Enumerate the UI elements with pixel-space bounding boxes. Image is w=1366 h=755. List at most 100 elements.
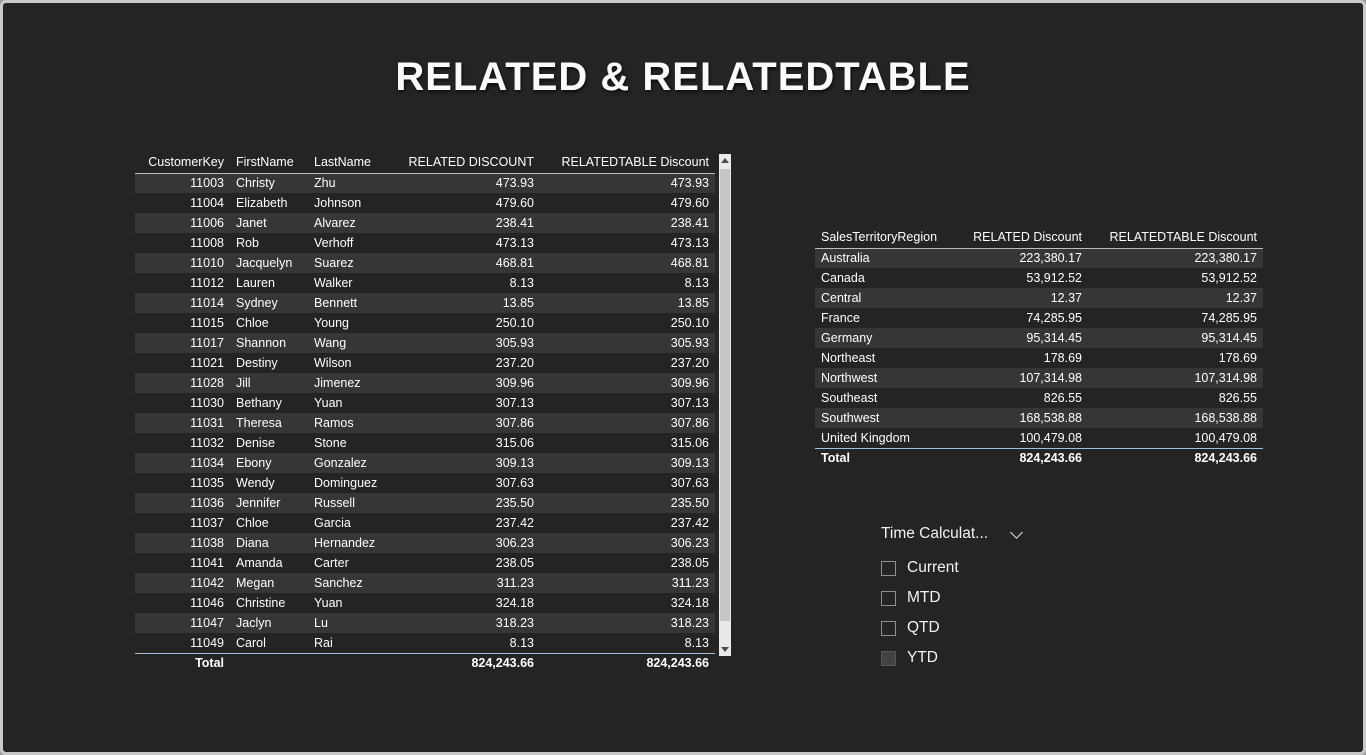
column-header[interactable]: CustomerKey — [135, 150, 230, 174]
table-cell: 74,285.95 — [1026, 311, 1082, 325]
table-row[interactable]: 11006 Janet Alvarez 238.41 238.41 — [135, 213, 715, 233]
table-cell: Suarez — [314, 256, 354, 270]
table-cell: 318.23 — [670, 616, 709, 630]
table-cell: 178.69 — [1043, 351, 1082, 365]
slicer-option-qtd[interactable]: QTD — [881, 613, 1101, 643]
table-row[interactable]: 11047 Jaclyn Lu 318.23 318.23 — [135, 613, 715, 633]
table-cell: 11028 — [190, 376, 224, 390]
table-row[interactable]: 11042 Megan Sanchez 311.23 311.23 — [135, 573, 715, 593]
table-row[interactable]: Southeast 826.55 826.55 — [815, 388, 1263, 408]
table-cell: 235.50 — [495, 496, 534, 510]
table-row[interactable]: 11030 Bethany Yuan 307.13 307.13 — [135, 393, 715, 413]
table-cell: Young — [314, 316, 349, 330]
column-header[interactable]: RELATEDTABLE Discount — [1088, 225, 1263, 249]
table-row[interactable]: 11003 Christy Zhu 473.93 473.93 — [135, 173, 715, 193]
vertical-scrollbar[interactable] — [719, 154, 731, 656]
table-cell: 311.23 — [496, 576, 534, 590]
checkbox-current[interactable] — [881, 560, 896, 576]
table-cell: Janet — [236, 216, 267, 230]
column-header[interactable]: FirstName — [230, 150, 308, 174]
table-row[interactable]: 11041 Amanda Carter 238.05 238.05 — [135, 553, 715, 573]
table-cell: 473.13 — [495, 236, 534, 250]
table-cell: Total — [135, 652, 230, 673]
table-cell: France — [821, 311, 860, 325]
table-cell: Australia — [821, 251, 870, 266]
table-cell: 311.23 — [671, 576, 709, 590]
table-cell: Rob — [236, 236, 259, 250]
checkbox-qtd[interactable] — [881, 620, 896, 636]
table-cell: 11035 — [190, 476, 224, 490]
table-cell: 307.13 — [495, 396, 534, 410]
checkbox-mtd[interactable] — [881, 590, 896, 606]
table-row[interactable]: 11031 Theresa Ramos 307.86 307.86 — [135, 413, 715, 433]
table-cell: 11008 — [190, 236, 224, 250]
table-cell: 11014 — [190, 296, 224, 310]
table-row[interactable]: Northwest 107,314.98 107,314.98 — [815, 368, 1263, 388]
table-row[interactable]: 11010 Jacquelyn Suarez 468.81 468.81 — [135, 253, 715, 273]
customer-discount-table: CustomerKey FirstName LastName RELATED DISC… — [135, 150, 715, 673]
slicer-option-label: MTD — [907, 589, 941, 606]
table-cell: 11038 — [190, 536, 224, 550]
table-cell: Southeast — [821, 391, 878, 405]
table-row[interactable]: 11046 Christine Yuan 324.18 324.18 — [135, 593, 715, 613]
table-row[interactable]: 11032 Denise Stone 315.06 315.06 — [135, 433, 715, 453]
checkbox-ytd[interactable] — [881, 650, 896, 666]
table-row[interactable]: Central 12.37 12.37 — [815, 288, 1263, 308]
table-row[interactable]: United Kingdom 100,479.08 100,479.08 — [815, 428, 1263, 448]
table-row[interactable]: 11017 Shannon Wang 305.93 305.93 — [135, 333, 715, 353]
table-cell: 107,314.98 — [1194, 371, 1257, 385]
table-cell: 53,912.52 — [1201, 271, 1257, 285]
table-cell: 11034 — [190, 456, 224, 470]
chevron-down-icon[interactable] — [1010, 525, 1023, 539]
table-row[interactable]: Germany 95,314.45 95,314.45 — [815, 328, 1263, 348]
table-cell: 824,243.66 — [540, 652, 715, 673]
table-row[interactable]: 11037 Chloe Garcia 237.42 237.42 — [135, 513, 715, 533]
table-row[interactable]: 11038 Diana Hernandez 306.23 306.23 — [135, 533, 715, 553]
column-header[interactable]: RELATEDTABLE Discount — [540, 150, 715, 174]
table-row[interactable]: Southwest 168,538.88 168,538.88 — [815, 408, 1263, 428]
table-cell: 11032 — [190, 436, 224, 450]
column-header[interactable]: RELATED DISCOUNT — [390, 150, 540, 174]
table-cell: Hernandez — [314, 536, 376, 550]
table-cell: Diana — [236, 536, 269, 550]
table-cell: Russell — [314, 496, 355, 510]
table-cell: 237.20 — [670, 356, 709, 370]
column-header[interactable]: SalesTerritoryRegion — [815, 225, 955, 249]
column-header[interactable]: LastName — [308, 150, 390, 174]
table-cell: 12.37 — [1050, 291, 1082, 305]
table-cell: 473.93 — [670, 176, 709, 191]
table-row[interactable]: 11049 Carol Rai 8.13 8.13 — [135, 633, 715, 653]
table-cell: 8.13 — [684, 635, 709, 650]
slicer-option-mtd[interactable]: MTD — [881, 583, 1101, 613]
table-row[interactable]: 11008 Rob Verhoff 473.13 473.13 — [135, 233, 715, 253]
table-row[interactable]: Australia 223,380.17 223,380.17 — [815, 248, 1263, 268]
table-row[interactable]: 11015 Chloe Young 250.10 250.10 — [135, 313, 715, 333]
slicer-option-current[interactable]: Current — [881, 553, 1101, 583]
table-cell: Lauren — [236, 276, 275, 290]
table-row[interactable]: 11028 Jill Jimenez 309.96 309.96 — [135, 373, 715, 393]
table-row[interactable]: Northeast 178.69 178.69 — [815, 348, 1263, 368]
table-row[interactable]: 11014 Sydney Bennett 13.85 13.85 — [135, 293, 715, 313]
table-cell: Gonzalez — [314, 456, 367, 470]
table-row[interactable]: 11021 Destiny Wilson 237.20 237.20 — [135, 353, 715, 373]
table-cell: Wang — [314, 336, 347, 350]
table-row[interactable]: 11035 Wendy Dominguez 307.63 307.63 — [135, 473, 715, 493]
slicer-option-label: QTD — [907, 619, 940, 636]
table-cell: 11010 — [190, 256, 224, 270]
table-cell: 235.50 — [670, 496, 709, 510]
table-row[interactable]: 11034 Ebony Gonzalez 309.13 309.13 — [135, 453, 715, 473]
table-row[interactable]: 11012 Lauren Walker 8.13 8.13 — [135, 273, 715, 293]
table-cell: Johnson — [314, 196, 362, 210]
table-cell: Lu — [314, 616, 328, 630]
slicer-header[interactable]: Time Calculat... — [881, 521, 1101, 547]
column-header[interactable]: RELATED Discount — [955, 225, 1088, 249]
table-row[interactable]: 11036 Jennifer Russell 235.50 235.50 — [135, 493, 715, 513]
table-row[interactable]: 11004 Elizabeth Johnson 479.60 479.60 — [135, 193, 715, 213]
table-row[interactable]: France 74,285.95 74,285.95 — [815, 308, 1263, 328]
slicer-option-ytd[interactable]: YTD — [881, 643, 1101, 673]
scrollbar-thumb[interactable] — [720, 169, 730, 621]
table-cell: 250.10 — [495, 316, 534, 330]
scroll-down-arrow-icon[interactable] — [719, 643, 731, 656]
scroll-up-arrow-icon[interactable] — [719, 154, 731, 167]
table-row[interactable]: Canada 53,912.52 53,912.52 — [815, 268, 1263, 288]
